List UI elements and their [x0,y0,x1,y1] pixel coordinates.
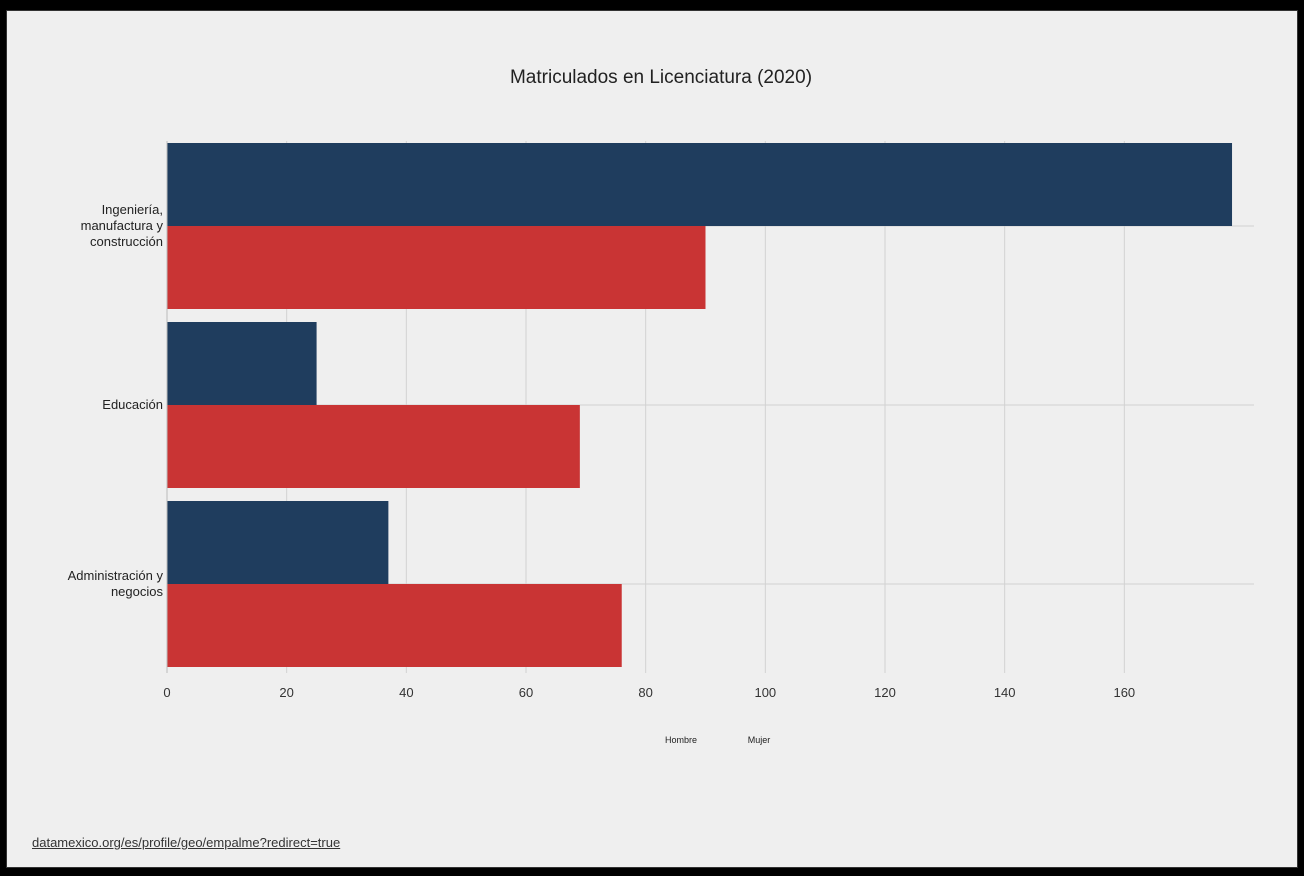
x-tick-label: 100 [754,685,776,700]
bar-mujer[interactable] [167,584,622,667]
category-label: Ingeniería, [102,202,163,217]
bar-hombre[interactable] [167,501,389,584]
category-label: manufactura y [81,218,164,233]
bar-hombre[interactable] [167,143,1233,226]
chart-title: Matriculados en Licenciatura (2020) [510,67,812,88]
legend-item-hombre[interactable]: Hombre [665,735,697,745]
category-label: negocios [111,584,164,599]
axes: 0 20 40 60 80 100 120 140 160 [163,141,1135,700]
x-tick-label: 120 [874,685,896,700]
legend-item-mujer[interactable]: Mujer [748,735,771,745]
x-tick-label: 160 [1113,685,1135,700]
bar-chart: Matriculados en Licenciatura (2020) 0 20 4… [68,67,1254,745]
bar-mujer[interactable] [167,226,706,309]
x-tick-label: 140 [994,685,1016,700]
category-label: construcción [90,234,163,249]
x-tick-label: 20 [279,685,293,700]
x-tick-label: 60 [519,685,533,700]
bar-hombre[interactable] [167,322,317,405]
chart-frame: Matriculados en Licenciatura (2020) 0 20 4… [6,10,1298,868]
x-tick-label: 40 [399,685,413,700]
category-label: Educación [102,397,163,412]
category-label: Administración y [68,568,164,583]
x-tick-label: 0 [163,685,170,700]
bars [167,143,1233,667]
source-link[interactable]: datamexico.org/es/profile/geo/empalme?re… [32,835,341,850]
bar-mujer[interactable] [167,405,580,488]
legend: Hombre Mujer [665,735,770,745]
x-tick-label: 80 [638,685,652,700]
